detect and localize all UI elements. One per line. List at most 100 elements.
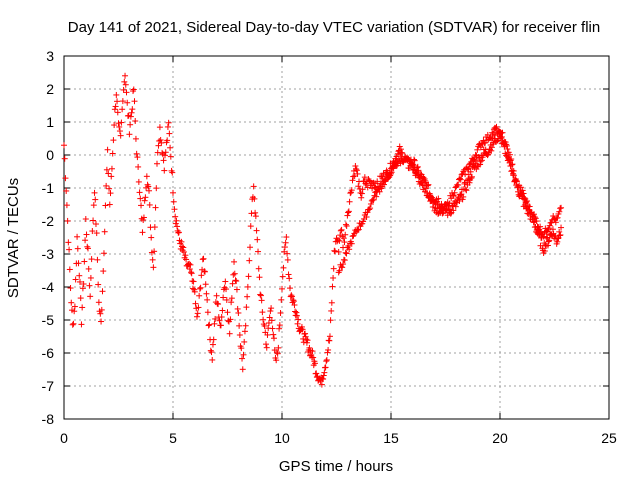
data-point [227, 316, 234, 323]
data-point [477, 161, 484, 168]
data-point [112, 103, 119, 110]
data-point [456, 175, 463, 182]
data-point [500, 140, 507, 147]
data-point [80, 280, 87, 287]
data-point [261, 322, 268, 329]
data-point [468, 175, 475, 182]
data-point [174, 223, 181, 230]
data-point [222, 278, 229, 285]
data-point [468, 173, 475, 180]
data-point [74, 245, 81, 252]
data-point [196, 285, 203, 292]
data-point [521, 194, 528, 201]
data-point [82, 216, 89, 223]
data-point [192, 300, 199, 307]
data-point [148, 234, 155, 241]
data-point [145, 183, 152, 190]
data-point [151, 224, 158, 231]
data-point [190, 278, 197, 285]
data-point [196, 292, 203, 299]
data-point [484, 152, 491, 159]
data-point [501, 143, 508, 150]
data-point [498, 133, 505, 140]
data-point [171, 206, 178, 213]
data-point [221, 284, 228, 291]
data-point [341, 257, 348, 264]
data-point [472, 151, 479, 158]
data-point [156, 124, 163, 131]
data-point [239, 366, 246, 373]
data-point [358, 194, 365, 201]
data-point [107, 190, 114, 197]
data-point [313, 370, 320, 377]
data-point [558, 224, 565, 231]
data-point [106, 201, 113, 208]
data-point [65, 239, 72, 246]
data-point [170, 189, 176, 196]
data-point [140, 217, 147, 224]
data-point [246, 257, 253, 264]
data-point [66, 266, 73, 273]
data-point [132, 117, 139, 124]
data-point [130, 86, 137, 93]
data-point [286, 275, 293, 282]
data-point [506, 159, 513, 166]
data-point [312, 360, 319, 367]
data-point [464, 166, 471, 173]
data-point [101, 228, 108, 235]
data-point [463, 187, 470, 194]
data-point [92, 221, 99, 228]
plot-frame [63, 55, 610, 420]
data-point [79, 304, 86, 311]
data-point [82, 237, 89, 244]
data-point [457, 176, 464, 183]
data-point [354, 227, 361, 234]
data-point [233, 278, 240, 285]
data-point [83, 231, 90, 238]
data-marks [61, 72, 565, 388]
data-point [323, 356, 330, 363]
data-point [352, 162, 359, 169]
data-point [411, 164, 418, 171]
data-point [198, 272, 205, 279]
data-point [166, 130, 173, 137]
data-point [235, 309, 242, 316]
data-point [452, 203, 459, 210]
data-point [76, 272, 83, 279]
data-point [422, 185, 429, 192]
y-tick-label: -6 [42, 345, 55, 361]
data-point [282, 239, 289, 246]
data-point [299, 326, 306, 333]
data-point [142, 194, 149, 201]
data-point [167, 144, 174, 151]
y-tick-label: 1 [46, 114, 54, 130]
data-point [330, 274, 337, 281]
data-point [209, 356, 216, 363]
data-point [291, 302, 298, 309]
data-point [245, 273, 252, 280]
data-point [172, 220, 179, 227]
y-tick-label: -4 [42, 279, 55, 295]
data-point [94, 256, 101, 263]
data-point [532, 215, 539, 222]
data-point [61, 155, 68, 162]
y-tick-label: -1 [42, 180, 55, 196]
data-point [324, 349, 331, 356]
data-point [425, 181, 432, 188]
data-point [361, 174, 368, 181]
data-point [161, 167, 168, 174]
data-point [232, 277, 239, 284]
data-point [119, 106, 126, 113]
data-point [217, 322, 224, 329]
data-point [549, 226, 556, 233]
data-point [118, 119, 125, 126]
data-point [158, 139, 165, 146]
data-point [89, 228, 96, 235]
data-point [340, 261, 347, 268]
data-point [284, 256, 291, 263]
data-point [393, 153, 400, 160]
data-point [254, 236, 261, 243]
data-point [170, 198, 177, 205]
data-point [537, 223, 544, 230]
data-point [136, 189, 143, 196]
